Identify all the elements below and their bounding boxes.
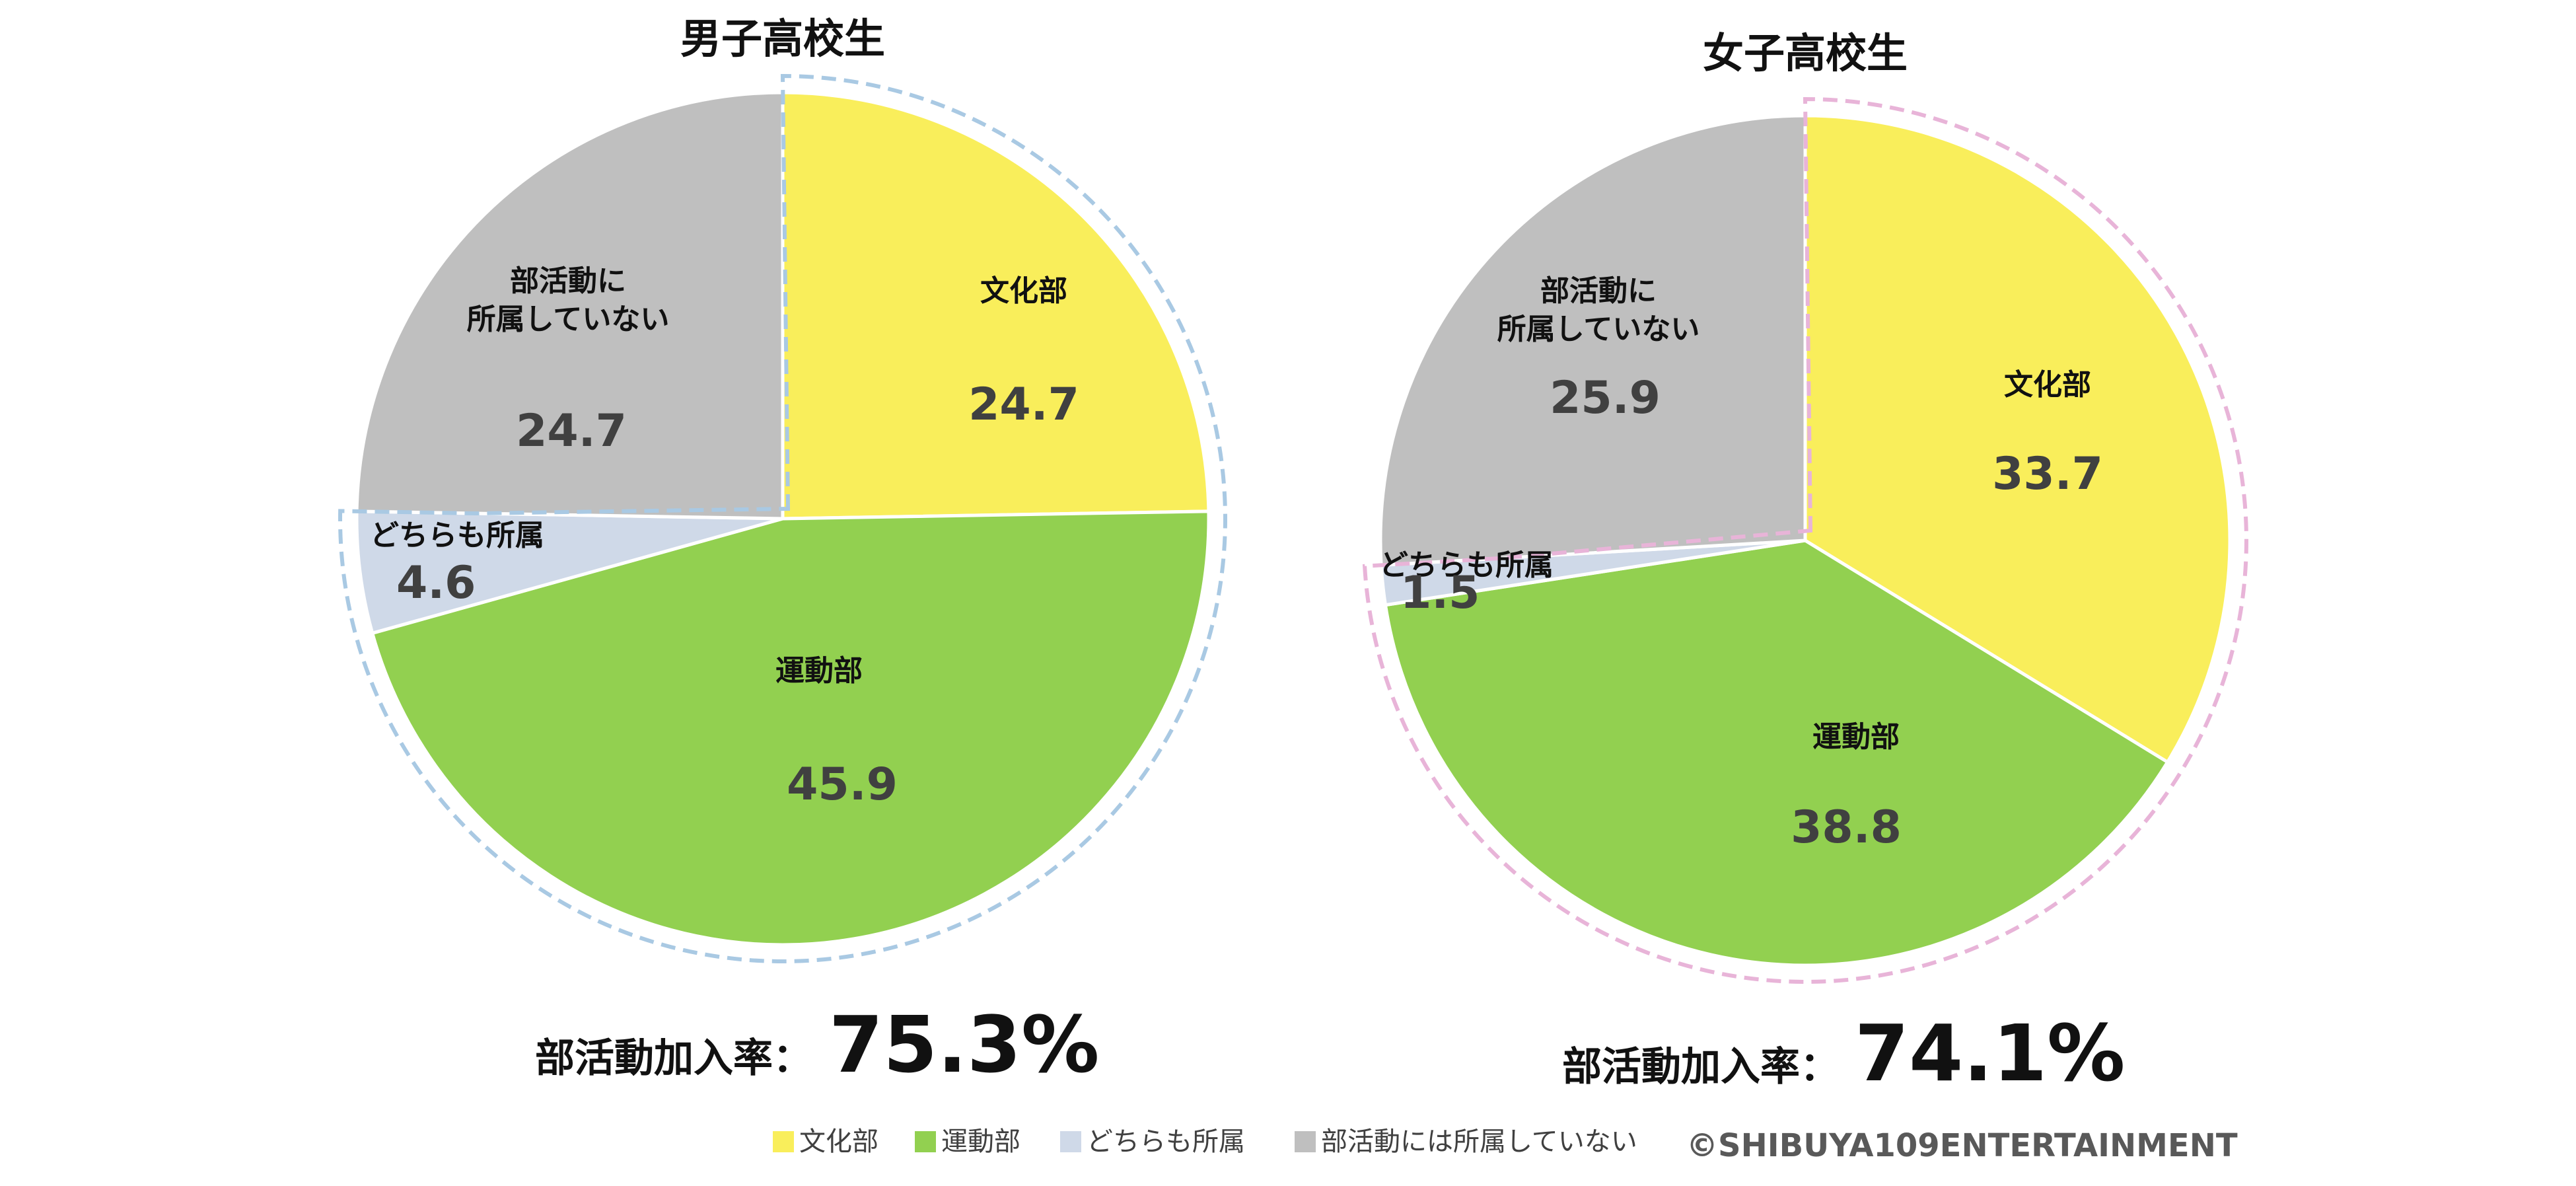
boys-club-member-outline [338, 73, 1227, 963]
legend-swatch-3 [1295, 1131, 1316, 1152]
copyright-text: ©SHIBUYA109ENTERTAINMENT [1686, 1127, 2238, 1164]
boys-slice-3 [355, 91, 785, 521]
legend-swatch-1 [915, 1131, 936, 1152]
girls-slice-3-label-line-0: 部活動に [1540, 274, 1657, 308]
girls-slice-2-label: どちらも所属 [1379, 548, 1554, 582]
legend-swatch-2 [1060, 1131, 1081, 1152]
girls-slice-2-value: 1.5 [1400, 567, 1480, 619]
boys-slice-0 [781, 91, 1211, 521]
girls-slice-0-value: 33.7 [1992, 448, 2103, 500]
boys-slice-2-value: 4.6 [396, 557, 476, 609]
boys-slice-3-label-line-1: 所属していない [467, 303, 670, 336]
boys-slice-2 [355, 509, 783, 636]
legend-label-2: どちらも所属 [1087, 1127, 1245, 1157]
girls-club-member-outline [1362, 96, 2248, 984]
boys-club-rate-value: 75.3% [829, 999, 1099, 1090]
girls-slice-1 [1383, 538, 2170, 967]
boys-slice-3-label-line-0: 部活動に [510, 264, 626, 298]
girls-slice-3-label-line-1: 所属していない [1497, 313, 1700, 346]
girls-slice-3 [1378, 114, 1807, 568]
boys-slice-1-value: 45.9 [787, 759, 898, 811]
boys-club-rate-label: 部活動加入率： [535, 1035, 812, 1082]
girls-slice-0-label: 文化部 [2004, 368, 2091, 402]
girls-club-rate-label: 部活動加入率： [1562, 1044, 1840, 1090]
boys-slice-0-label: 文化部 [980, 274, 1067, 308]
legend-label-1: 運動部 [941, 1127, 1020, 1157]
girls-slice-0 [1803, 114, 2232, 764]
boys-slice-1-label: 運動部 [775, 654, 863, 688]
legend: 文化部 運動部 どちらも所属 部活動には所属していない [773, 1127, 1637, 1157]
boys-slice-0-value: 24.7 [968, 379, 1079, 431]
legend-label-0: 文化部 [799, 1127, 878, 1157]
girls-slice-1-label: 運動部 [1812, 720, 1900, 754]
legend-swatch-0 [773, 1131, 794, 1152]
girls-chart-title: 女子高校生 [1703, 29, 1908, 77]
girls-club-rate-value: 74.1% [1855, 1008, 2125, 1099]
girls-slice-3-value: 25.9 [1550, 372, 1661, 424]
legend-label-3: 部活動には所属していない [1321, 1127, 1637, 1157]
boys-slice-1 [370, 509, 1211, 947]
boys-slice-2-label: どちらも所属 [370, 519, 544, 552]
boys-chart-title: 男子高校生 [680, 15, 885, 63]
girls-slice-1-value: 38.8 [1791, 801, 1902, 854]
boys-slice-3-value: 24.7 [516, 405, 627, 457]
